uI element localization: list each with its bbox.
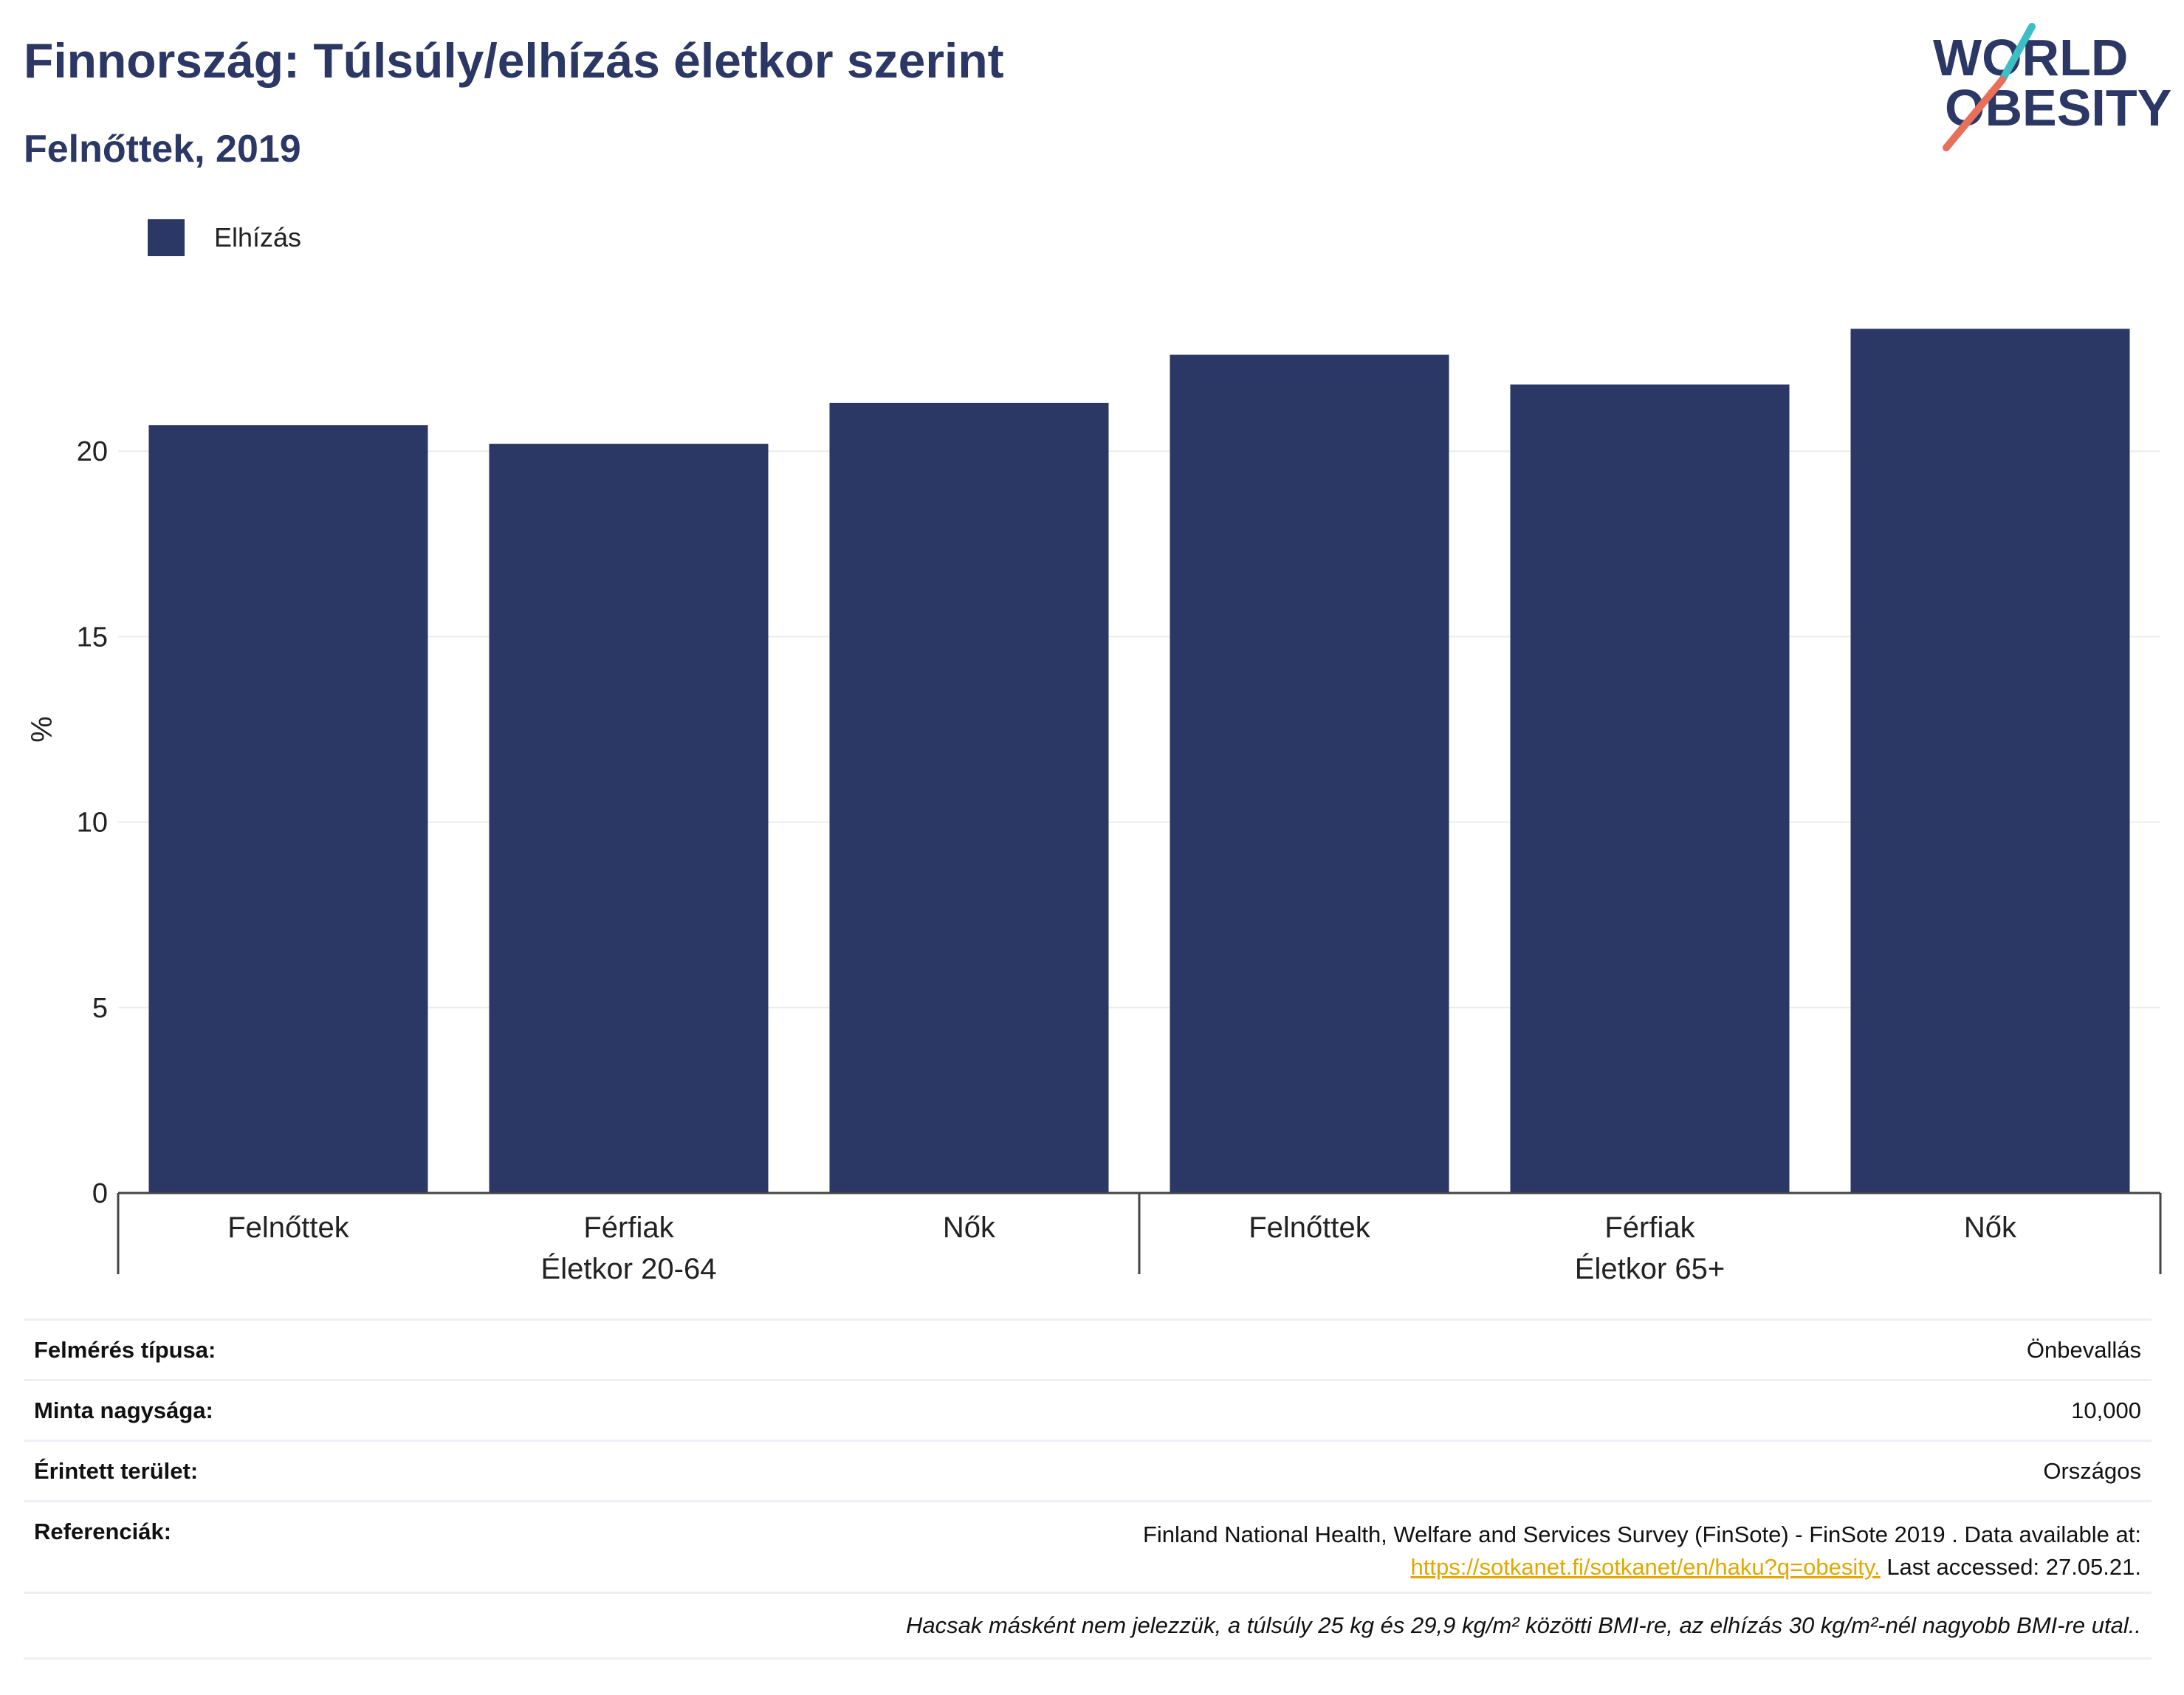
references-text: Finland National Health, Welfare and Ser… [1142, 1522, 2141, 1547]
bar [1850, 329, 2130, 1194]
category-label: Nők [943, 1211, 996, 1244]
bar-chart: 0 5 10 15 20% Felnőttek Férfiak Nők Felnőttek Fér… [26, 329, 2162, 1285]
sample-size-value: 10,000 [2071, 1397, 2141, 1423]
y-axis-label: % [26, 716, 58, 743]
area-label: Érintett terület: [34, 1457, 199, 1484]
info-row-references: Referenciák: Finland National Health, We… [24, 1500, 2152, 1592]
references-link[interactable]: https://sotkanet.fi/sotkanet/en/haku?q=o… [1410, 1554, 1881, 1580]
category-label: Férfiak [583, 1211, 674, 1244]
axes [117, 1192, 2162, 1274]
gridlines [118, 450, 2160, 1008]
chart-subtitle: Felnőttek, 2019 [24, 128, 301, 171]
survey-type-value: Önbevallás [2026, 1336, 2141, 1363]
bar [1170, 354, 1449, 1194]
world-obesity-logo: WORLD OBESITY [1933, 23, 2171, 151]
bar [148, 425, 428, 1193]
bar [489, 444, 769, 1193]
y-tick-label: 20 [77, 436, 108, 467]
logo-line-world: WORLD [1933, 29, 2128, 86]
axis-labels: 0 5 10 15 20% Felnőttek Férfiak Nők Felnőttek Fér… [26, 436, 2017, 1285]
category-label: Felnőttek [227, 1211, 350, 1244]
sample-size-label: Minta nagysága: [34, 1397, 213, 1423]
survey-type-label: Felmérés típusa: [34, 1336, 216, 1363]
y-tick-label: 15 [77, 622, 108, 653]
references-label: Referenciák: [34, 1519, 172, 1544]
category-label: Felnőttek [1249, 1211, 1371, 1244]
info-row-note: Hacsak másként nem jelezzük, a túlsúly 2… [24, 1592, 2152, 1660]
bars [148, 329, 2130, 1194]
info-row-sample-size: Minta nagysága: 10,000 [24, 1379, 2152, 1440]
bar [1510, 384, 1790, 1193]
y-tick-label: 0 [92, 1178, 108, 1209]
legend-label-elhizas: Elhízás [214, 222, 302, 252]
y-tick-label: 10 [77, 808, 108, 839]
group-label: Életkor 20-64 [541, 1252, 717, 1285]
info-row-area: Érintett terület: Országos [24, 1440, 2152, 1500]
area-value: Országos [2043, 1457, 2141, 1484]
references-accessed: Last accessed: 27.05.21. [1880, 1554, 2141, 1580]
survey-info-table: Felmérés típusa: Önbevallás Minta nagysá… [24, 1318, 2152, 1660]
category-label: Nők [1964, 1211, 2017, 1244]
chart-legend: Elhízás [148, 219, 301, 257]
references-value: Finland National Health, Welfare and Ser… [1143, 1519, 2141, 1584]
bar [829, 402, 1109, 1194]
y-tick-label: 5 [92, 993, 108, 1024]
group-label: Életkor 65+ [1575, 1252, 1725, 1285]
info-row-survey-type: Felmérés típusa: Önbevallás [24, 1318, 2152, 1379]
chart-title: Finnország: Túlsúly/elhízás életkor szer… [24, 33, 1004, 88]
category-label: Férfiak [1604, 1211, 1695, 1244]
bmi-note: Hacsak másként nem jelezzük, a túlsúly 2… [906, 1612, 2141, 1638]
legend-swatch-elhizas [148, 219, 185, 256]
